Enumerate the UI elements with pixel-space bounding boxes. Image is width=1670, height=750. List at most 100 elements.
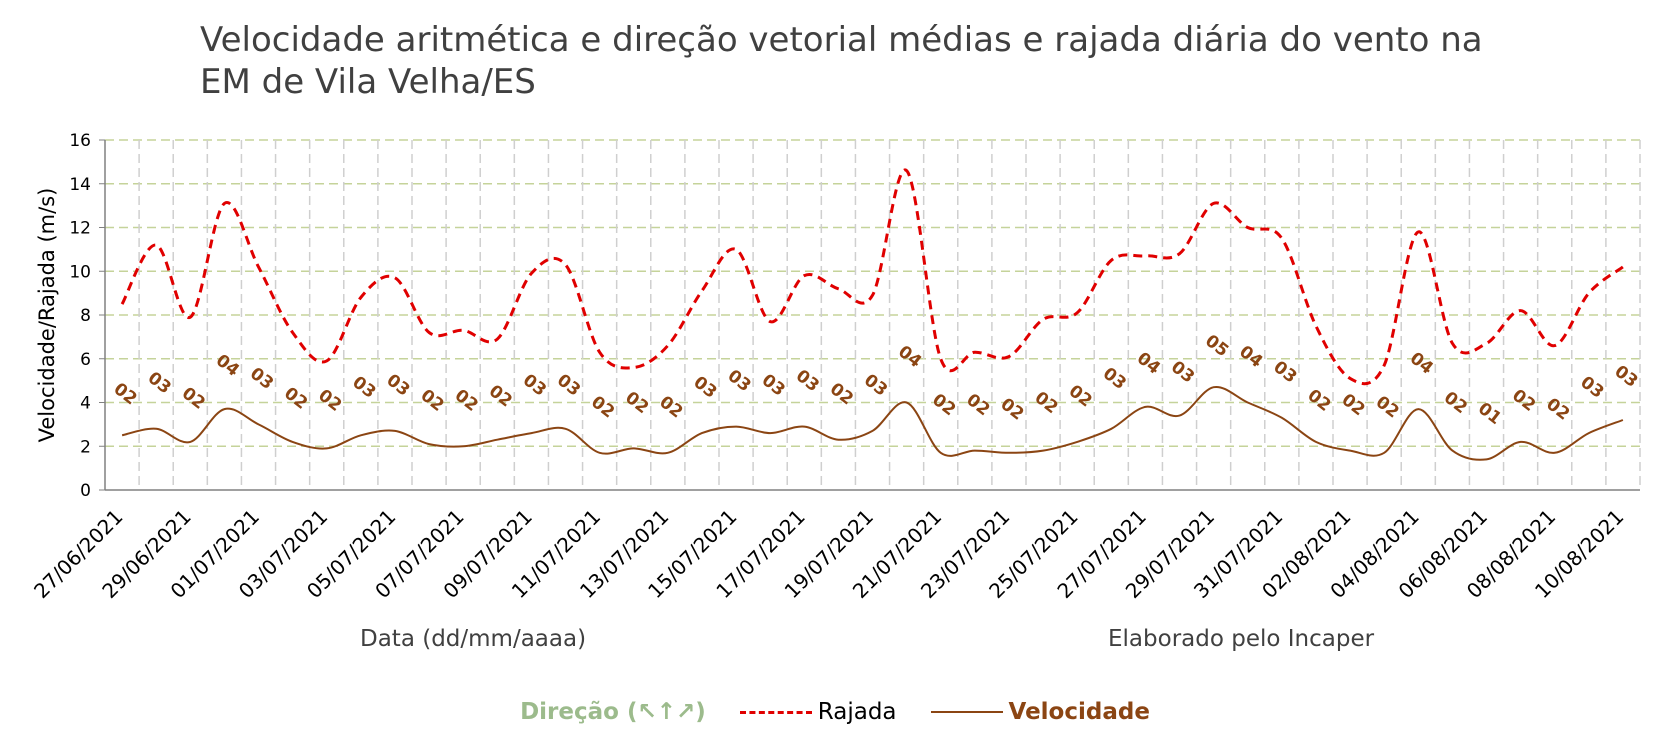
data-point-velocidade <box>1587 432 1590 435</box>
direction-label: 03 <box>1269 357 1300 387</box>
direction-label: 02 <box>826 379 857 409</box>
direction-label: 04 <box>1235 342 1266 372</box>
direction-label: 03 <box>792 366 823 396</box>
data-point-rajada <box>1042 318 1045 321</box>
direction-label: 03 <box>860 370 891 400</box>
data-point-velocidade <box>1110 427 1113 430</box>
data-point-velocidade <box>223 408 226 411</box>
data-point-rajada <box>973 351 976 354</box>
direction-label: 03 <box>1611 362 1642 392</box>
data-point-velocidade <box>1246 401 1249 404</box>
direction-label: 04 <box>894 342 925 372</box>
direction-label: 03 <box>246 364 277 394</box>
data-point-velocidade <box>155 427 158 430</box>
y-axis-title: Velocidade/Rajada (m/s) <box>35 188 59 443</box>
data-point-velocidade <box>496 438 499 441</box>
direction-label: 02 <box>417 386 448 416</box>
data-point-rajada <box>564 263 567 266</box>
data-point-rajada <box>1417 230 1420 233</box>
direction-label: 03 <box>1099 364 1130 394</box>
direction-label: 04 <box>1406 348 1437 378</box>
y-tick-label: 2 <box>80 437 91 457</box>
data-point-velocidade <box>598 451 601 454</box>
data-point-velocidade <box>121 434 124 437</box>
data-point-rajada <box>1212 202 1215 205</box>
data-point-velocidade <box>939 451 942 454</box>
chart-title-line-1: Velocidade aritmética e direção vetorial… <box>200 20 1483 60</box>
direction-label: 02 <box>178 383 209 413</box>
data-point-velocidade <box>564 427 567 430</box>
data-point-velocidade <box>769 432 772 435</box>
direction-label: 02 <box>314 386 345 416</box>
direction-label: 02 <box>1440 388 1471 418</box>
y-tick-label: 16 <box>69 131 91 151</box>
data-point-velocidade <box>1621 419 1624 422</box>
direction-label: 03 <box>553 370 584 400</box>
data-point-rajada <box>1110 259 1113 262</box>
y-tick-label: 6 <box>80 350 91 370</box>
data-point-velocidade <box>291 440 294 443</box>
data-point-rajada <box>700 289 703 292</box>
data-point-velocidade <box>1178 414 1181 417</box>
direction-label: 03 <box>1167 357 1198 387</box>
direction-label: 02 <box>1542 394 1573 424</box>
data-point-velocidade <box>1349 449 1352 452</box>
data-point-rajada <box>1587 292 1590 295</box>
direction-label: 02 <box>1338 390 1369 420</box>
data-point-velocidade <box>1383 451 1386 454</box>
y-tick-label: 12 <box>69 219 91 239</box>
data-point-rajada <box>462 329 465 332</box>
direction-label: 02 <box>655 392 686 422</box>
data-point-rajada <box>359 296 362 299</box>
direction-label: 02 <box>587 392 618 422</box>
data-point-velocidade <box>530 432 533 435</box>
data-point-rajada <box>1246 226 1249 229</box>
data-point-rajada <box>871 294 874 297</box>
direction-label: 03 <box>144 368 175 398</box>
data-point-velocidade <box>1144 405 1147 408</box>
data-point-rajada <box>632 366 635 369</box>
data-point-velocidade <box>1076 440 1079 443</box>
data-point-rajada <box>291 331 294 334</box>
legend-item-speed: Velocidade <box>930 699 1150 725</box>
data-point-velocidade <box>905 401 908 404</box>
data-point-rajada <box>1451 342 1454 345</box>
data-point-rajada <box>905 169 908 172</box>
data-point-velocidade <box>803 425 806 428</box>
data-point-rajada <box>223 202 226 205</box>
data-point-velocidade <box>257 423 260 426</box>
data-point-rajada <box>325 359 328 362</box>
direction-label: 03 <box>348 372 379 402</box>
data-point-velocidade <box>1417 408 1420 411</box>
direction-label: 03 <box>519 370 550 400</box>
data-point-rajada <box>1349 377 1352 380</box>
data-point-rajada <box>1007 355 1010 358</box>
direction-label: 04 <box>212 351 243 381</box>
direction-label: 01 <box>1474 399 1505 429</box>
legend-swatch-gust <box>739 710 812 714</box>
direction-label: 03 <box>690 372 721 402</box>
direction-label: 03 <box>724 366 755 396</box>
y-tick-label: 8 <box>80 306 91 326</box>
data-point-rajada <box>735 248 738 251</box>
data-point-velocidade <box>1519 440 1522 443</box>
data-point-rajada <box>1553 344 1556 347</box>
data-point-rajada <box>1178 252 1181 255</box>
data-point-velocidade <box>1280 416 1283 419</box>
data-point-velocidade <box>666 451 669 454</box>
data-point-velocidade <box>1314 440 1317 443</box>
data-point-rajada <box>530 272 533 275</box>
legend-label-speed: Velocidade <box>1008 699 1150 725</box>
data-point-velocidade <box>393 429 396 432</box>
direction-label: 02 <box>1031 388 1062 418</box>
y-tick-label: 14 <box>69 175 91 195</box>
data-point-rajada <box>769 320 772 323</box>
data-point-velocidade <box>1007 451 1010 454</box>
direction-label: 02 <box>621 388 652 418</box>
data-point-velocidade <box>1553 451 1556 454</box>
data-point-velocidade <box>1485 458 1488 461</box>
x-axis-title: Data (dd/mm/aaaa) <box>360 626 587 652</box>
data-point-rajada <box>1485 342 1488 345</box>
data-point-rajada <box>1519 309 1522 312</box>
